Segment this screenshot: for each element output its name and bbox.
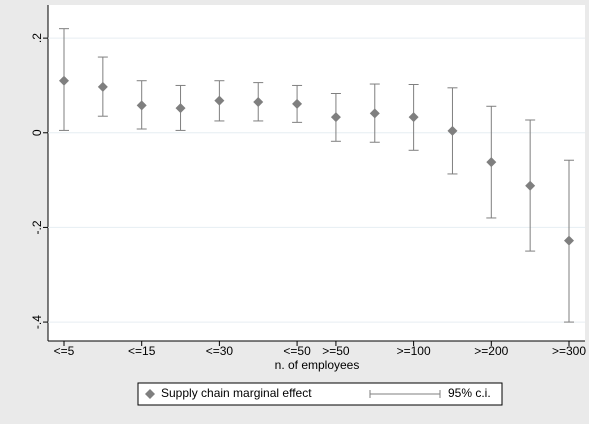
point bbox=[408, 112, 419, 123]
x-tick-label: <=30 bbox=[206, 344, 234, 358]
y-tick-label: -.2 bbox=[30, 220, 44, 234]
y-tick-label: -.4 bbox=[30, 315, 44, 329]
x-tick-label: >=300 bbox=[552, 344, 586, 358]
point bbox=[330, 112, 341, 123]
point bbox=[486, 157, 497, 168]
point bbox=[525, 180, 536, 191]
point bbox=[292, 98, 303, 109]
point bbox=[214, 95, 225, 106]
point bbox=[59, 75, 69, 86]
point bbox=[175, 103, 186, 114]
point bbox=[136, 100, 147, 111]
x-tick-label: <=15 bbox=[128, 344, 156, 358]
point bbox=[253, 97, 264, 108]
y-tick-label: .2 bbox=[30, 33, 44, 43]
legend-label: Supply chain marginal effect bbox=[161, 386, 312, 400]
point bbox=[369, 108, 380, 119]
x-tick-label: <=50 bbox=[283, 344, 311, 358]
legend-marker bbox=[145, 389, 155, 399]
point bbox=[97, 81, 108, 92]
x-tick-label: >=100 bbox=[397, 344, 431, 358]
point bbox=[564, 235, 574, 246]
x-tick-label: >=200 bbox=[474, 344, 508, 358]
legend bbox=[137, 382, 503, 406]
y-tick-label: 0 bbox=[30, 129, 44, 136]
legend-label: 95% c.i. bbox=[448, 386, 491, 400]
x-tick-label: >=50 bbox=[322, 344, 350, 358]
plot-area bbox=[48, 5, 585, 341]
x-tick-label: <=5 bbox=[54, 344, 75, 358]
x-axis-title: n. of employees bbox=[275, 358, 360, 372]
point bbox=[447, 125, 458, 136]
